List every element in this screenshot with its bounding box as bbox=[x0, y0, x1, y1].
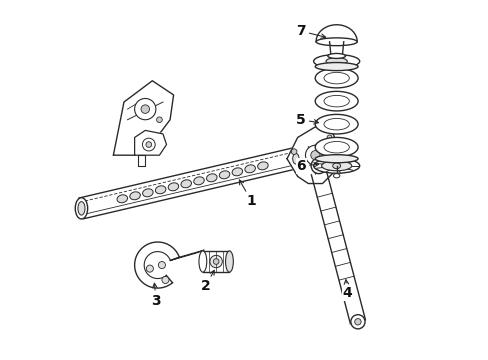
Ellipse shape bbox=[193, 177, 204, 185]
Circle shape bbox=[145, 142, 151, 147]
Polygon shape bbox=[138, 155, 145, 166]
Circle shape bbox=[158, 261, 165, 269]
Ellipse shape bbox=[117, 195, 127, 203]
Circle shape bbox=[141, 105, 149, 113]
Ellipse shape bbox=[324, 95, 348, 107]
Ellipse shape bbox=[315, 155, 357, 163]
Ellipse shape bbox=[315, 114, 357, 134]
Polygon shape bbox=[315, 42, 356, 44]
Ellipse shape bbox=[213, 259, 219, 264]
Polygon shape bbox=[203, 251, 229, 272]
Ellipse shape bbox=[199, 251, 206, 272]
Polygon shape bbox=[329, 42, 343, 56]
Ellipse shape bbox=[129, 192, 140, 200]
Ellipse shape bbox=[313, 158, 359, 173]
Ellipse shape bbox=[78, 202, 85, 215]
Ellipse shape bbox=[257, 162, 267, 170]
Ellipse shape bbox=[324, 118, 348, 130]
Ellipse shape bbox=[244, 165, 255, 173]
Text: 5: 5 bbox=[296, 113, 318, 127]
Ellipse shape bbox=[206, 174, 217, 182]
Polygon shape bbox=[134, 242, 179, 288]
Ellipse shape bbox=[142, 189, 153, 197]
Ellipse shape bbox=[168, 183, 178, 191]
Ellipse shape bbox=[327, 54, 345, 58]
Text: 3: 3 bbox=[151, 283, 161, 307]
Ellipse shape bbox=[232, 168, 242, 176]
Ellipse shape bbox=[209, 255, 222, 268]
Circle shape bbox=[326, 135, 331, 140]
Ellipse shape bbox=[292, 153, 299, 164]
Polygon shape bbox=[79, 145, 310, 219]
Circle shape bbox=[315, 162, 322, 169]
Circle shape bbox=[350, 315, 364, 329]
Ellipse shape bbox=[333, 174, 339, 178]
Ellipse shape bbox=[315, 63, 357, 71]
Circle shape bbox=[162, 276, 169, 283]
Circle shape bbox=[310, 150, 319, 160]
Polygon shape bbox=[311, 171, 365, 324]
Circle shape bbox=[305, 145, 325, 165]
Text: 6: 6 bbox=[296, 159, 318, 173]
Ellipse shape bbox=[321, 161, 351, 171]
Ellipse shape bbox=[315, 38, 356, 46]
Ellipse shape bbox=[315, 91, 357, 111]
Ellipse shape bbox=[225, 251, 233, 272]
Ellipse shape bbox=[181, 180, 191, 188]
Ellipse shape bbox=[324, 141, 348, 153]
Ellipse shape bbox=[324, 72, 348, 84]
Ellipse shape bbox=[332, 163, 340, 168]
Ellipse shape bbox=[75, 198, 87, 219]
Circle shape bbox=[156, 117, 162, 123]
Ellipse shape bbox=[290, 150, 301, 168]
Ellipse shape bbox=[219, 171, 229, 179]
Text: 1: 1 bbox=[239, 180, 256, 208]
Circle shape bbox=[134, 99, 156, 120]
Polygon shape bbox=[308, 145, 322, 174]
Polygon shape bbox=[170, 250, 203, 261]
Ellipse shape bbox=[155, 186, 165, 194]
Ellipse shape bbox=[313, 54, 359, 68]
Ellipse shape bbox=[315, 68, 357, 88]
Ellipse shape bbox=[315, 138, 357, 157]
Circle shape bbox=[291, 149, 296, 154]
Ellipse shape bbox=[325, 58, 346, 65]
Circle shape bbox=[146, 265, 153, 272]
Polygon shape bbox=[315, 25, 356, 42]
Circle shape bbox=[142, 138, 155, 151]
Text: 2: 2 bbox=[200, 270, 214, 293]
Text: 4: 4 bbox=[342, 280, 351, 301]
Polygon shape bbox=[286, 127, 340, 184]
Polygon shape bbox=[134, 130, 166, 155]
Polygon shape bbox=[113, 81, 173, 155]
Text: 7: 7 bbox=[296, 24, 325, 38]
Circle shape bbox=[354, 319, 360, 325]
Circle shape bbox=[310, 158, 326, 174]
